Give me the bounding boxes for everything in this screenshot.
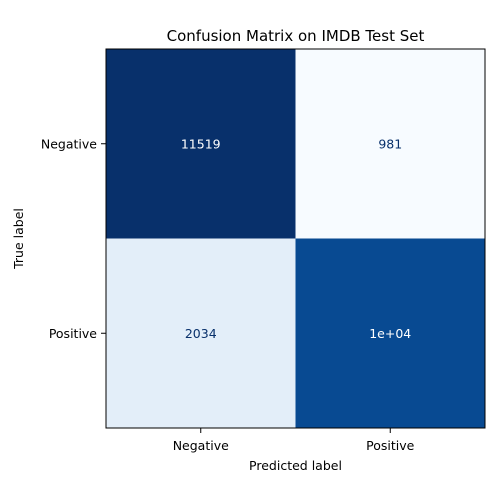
- heatmap-cells: [106, 49, 486, 429]
- y-tick-label-1: Positive: [49, 326, 97, 341]
- cell-value-label-0-0: 11519: [181, 136, 221, 151]
- heatmap-cell-0-0: [106, 49, 296, 239]
- x-axis-label: Predicted label: [249, 458, 342, 473]
- axis-tick-labels: Negative Positive Negative Positive: [41, 136, 415, 453]
- heatmap-cell-1-1: [295, 238, 486, 429]
- y-tick-label-0: Negative: [41, 136, 97, 151]
- x-tick-label-0: Negative: [173, 438, 229, 453]
- cell-value-label-0-1: 981: [378, 136, 402, 151]
- heatmap-cell-0-1: [295, 49, 486, 239]
- x-tick-label-1: Positive: [366, 438, 414, 453]
- chart-title: Confusion Matrix on IMDB Test Set: [167, 27, 425, 45]
- y-axis-label: True label: [11, 208, 26, 270]
- plot-frame: [105, 48, 486, 429]
- cell-value-label-1-1: 1e+04: [369, 326, 411, 341]
- axis-ticks: [101, 143, 391, 433]
- heatmap-cell-labels: 11519 981 2034 1e+04: [181, 136, 411, 341]
- cell-value-label-1-0: 2034: [185, 326, 217, 341]
- heatmap-cell-1-0: [106, 238, 296, 429]
